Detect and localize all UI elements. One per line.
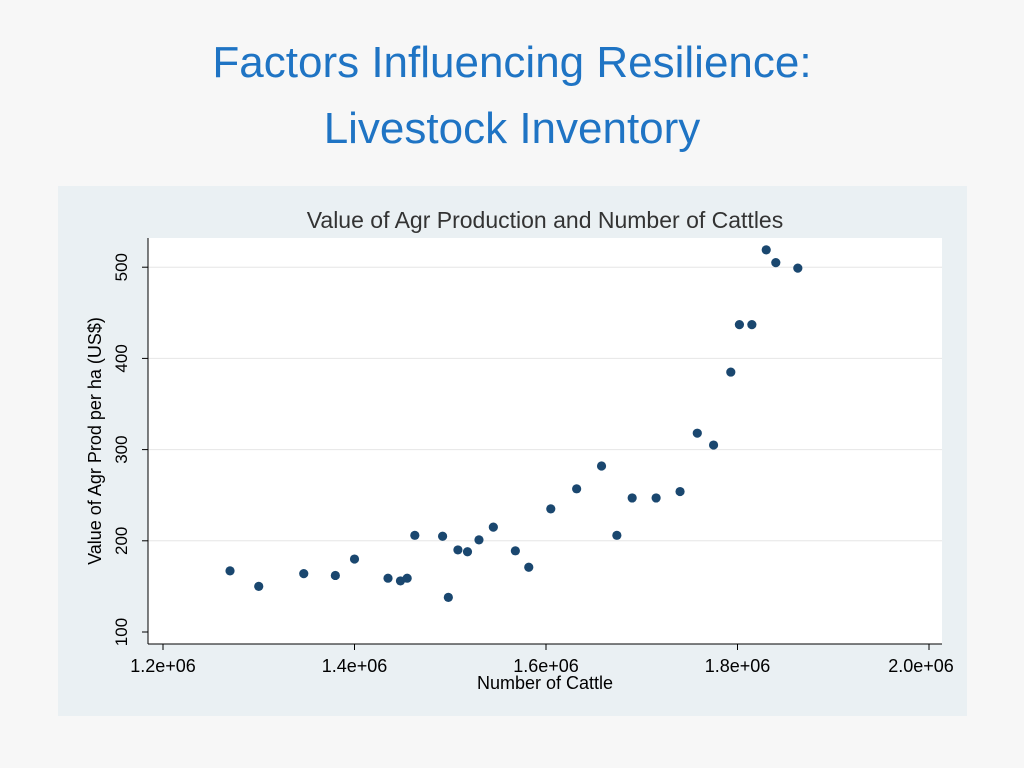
x-axis-label: Number of Cattle	[477, 673, 613, 693]
slide-title: Factors Influencing Resilience: Livestoc…	[0, 30, 1024, 162]
data-point-14	[474, 535, 484, 545]
data-point-29	[747, 320, 757, 330]
data-point-5	[349, 554, 360, 564]
data-point-19	[572, 484, 582, 494]
data-point-30	[761, 245, 771, 255]
slide-title-line-2: Livestock Inventory	[323, 104, 701, 153]
x-tick-label-2.0e+06: 2.0e+06	[888, 656, 954, 676]
data-point-28	[734, 320, 745, 330]
y-tick-label-300: 300	[112, 435, 131, 463]
data-point-26	[708, 440, 719, 450]
data-point-17	[524, 562, 534, 572]
data-point-23	[651, 493, 661, 503]
axes: 100 200 300 400 500 1.2e+06 1.4e+06 1.6e+06 1.8e…	[112, 238, 954, 676]
data-point-12	[453, 545, 463, 555]
chart-title: Value of Agr Production and Number of Ca…	[307, 207, 783, 233]
data-point-11	[443, 592, 453, 602]
data-point-20	[596, 461, 607, 471]
data-point-4	[330, 570, 340, 581]
data-point-21	[612, 530, 622, 540]
data-point-15	[488, 522, 498, 532]
x-tick-label-1.2e+06: 1.2e+06	[130, 656, 196, 676]
y-axis-label: Value of Agr Prod per ha (US$)	[85, 317, 105, 565]
data-point-22	[627, 493, 637, 503]
x-tick-label-1.6e+06: 1.6e+06	[513, 656, 579, 676]
x-tick-label-1.8e+06: 1.8e+06	[705, 656, 771, 676]
y-tick-label-400: 400	[112, 344, 131, 372]
data-points	[225, 245, 803, 602]
data-point-3	[299, 569, 309, 579]
data-point-13	[462, 547, 473, 557]
gridlines	[148, 266, 942, 542]
y-tick-label-100: 100	[112, 618, 131, 646]
data-point-18	[546, 504, 556, 514]
data-point-16	[510, 546, 520, 556]
data-point-24	[675, 486, 685, 497]
data-point-1	[225, 566, 235, 576]
y-tick-label-200: 200	[112, 527, 131, 555]
data-point-10	[437, 531, 448, 541]
x-tick-label-1.4e+06: 1.4e+06	[322, 656, 388, 676]
data-point-32	[793, 263, 803, 273]
data-point-6	[383, 573, 393, 583]
slide-title-line-1: Factors Influencing Resilience:	[212, 38, 812, 87]
data-point-2	[254, 581, 264, 592]
data-point-9	[410, 530, 420, 540]
data-point-27	[726, 367, 736, 377]
plot-region	[148, 238, 942, 644]
y-tick-label-500: 500	[112, 253, 131, 281]
data-point-25	[692, 428, 702, 438]
data-point-31	[771, 258, 781, 268]
data-point-8	[402, 573, 412, 583]
